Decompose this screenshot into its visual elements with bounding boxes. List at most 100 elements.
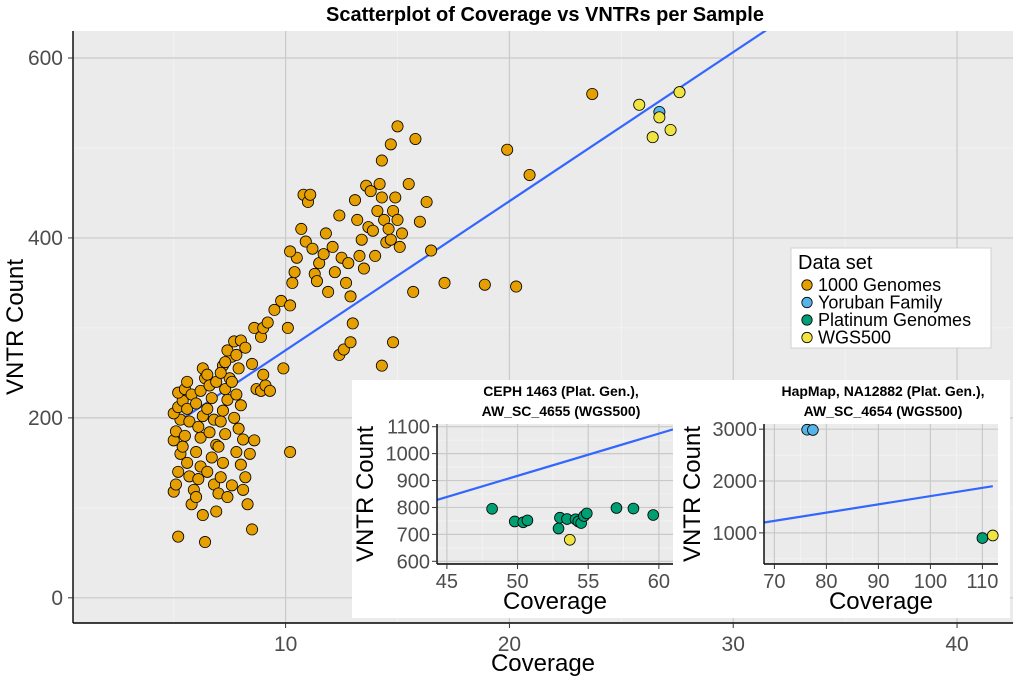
point-1000-genomes: [192, 420, 205, 433]
point-1000-genomes: [268, 303, 281, 316]
inset-2-title-line-2: AW_SC_4654 (WGS500): [804, 403, 963, 419]
point-wgs500: [564, 533, 576, 546]
point-platinum-genomes: [647, 509, 660, 521]
y-tick-label: 1000: [386, 444, 431, 466]
point-1000-genomes: [375, 154, 388, 167]
y-tick-label: 200: [28, 407, 63, 430]
point-1000-genomes: [214, 471, 227, 484]
point-1000-genomes: [284, 299, 297, 312]
point-1000-genomes: [375, 359, 388, 372]
point-1000-genomes: [586, 87, 599, 100]
point-1000-genomes: [232, 362, 245, 375]
point-1000-genomes: [230, 446, 243, 459]
point-1000-genomes: [216, 404, 229, 417]
point-platinum-genomes: [580, 507, 593, 520]
point-1000-genomes: [288, 266, 301, 279]
point-platinum-genomes: [976, 532, 989, 544]
point-1000-genomes: [317, 248, 330, 261]
point-1000-genomes: [230, 388, 243, 401]
point-1000-genomes: [234, 458, 247, 471]
point-1000-genomes: [178, 429, 191, 442]
point-1000-genomes: [284, 245, 297, 258]
point-1000-genomes: [306, 242, 319, 255]
y-axis-title: VNTR Count: [679, 426, 706, 562]
point-wgs500: [673, 86, 686, 99]
point-1000-genomes: [391, 213, 404, 226]
point-1000-genomes: [342, 257, 355, 270]
point-1000-genomes: [501, 143, 514, 156]
point-platinum-genomes: [627, 502, 640, 515]
point-1000-genomes: [364, 185, 377, 198]
point-1000-genomes: [375, 191, 388, 204]
point-wgs500: [664, 123, 677, 136]
point-1000-genomes: [172, 465, 185, 478]
point-1000-genomes: [340, 276, 353, 289]
x-tick-label: 100: [914, 571, 947, 593]
point-1000-genomes: [373, 177, 386, 190]
y-tick-label: 3000: [713, 419, 758, 441]
legend-label-platinum-genomes: Platinum Genomes: [818, 310, 971, 330]
point-1000-genomes: [382, 222, 395, 235]
x-tick-label: 80: [815, 571, 837, 593]
point-wgs500: [646, 131, 659, 144]
x-tick-label: 45: [436, 571, 458, 593]
inset-1-title-line-1: CEPH 1463 (Plat. Gen.),: [483, 383, 639, 399]
point-yoruban-family: [807, 424, 819, 436]
point-1000-genomes: [348, 194, 361, 207]
point-1000-genomes: [351, 213, 364, 226]
point-1000-genomes: [333, 209, 346, 222]
point-1000-genomes: [210, 505, 223, 518]
point-1000-genomes: [219, 428, 232, 441]
inset-1-plot: 45 50 55 60 600 700 800 900 1000 1100 Coverage VNTR…: [352, 417, 673, 615]
point-1000-genomes: [310, 275, 323, 288]
legend-label-yoruban-family: Yoruban Family: [818, 293, 942, 313]
y-tick-label: 600: [28, 47, 63, 70]
point-1000-genomes: [389, 191, 402, 204]
point-1000-genomes: [369, 249, 382, 262]
point-1000-genomes: [169, 478, 182, 491]
x-axis-title: Coverage: [491, 650, 595, 677]
point-1000-genomes: [344, 336, 357, 349]
point-1000-genomes: [176, 440, 189, 453]
point-1000-genomes: [402, 177, 415, 190]
point-1000-genomes: [326, 240, 339, 253]
y-tick-label: 2000: [713, 471, 758, 493]
point-1000-genomes: [384, 138, 397, 151]
point-1000-genomes: [243, 447, 256, 460]
point-platinum-genomes: [552, 522, 565, 535]
point-1000-genomes: [284, 446, 297, 459]
point-1000-genomes: [234, 399, 247, 412]
point-1000-genomes: [523, 168, 536, 181]
point-1000-genomes: [192, 473, 205, 486]
point-1000-genomes: [216, 456, 229, 469]
y-tick-label: 800: [397, 497, 430, 519]
point-wgs500: [633, 98, 646, 111]
point-1000-genomes: [263, 384, 276, 397]
point-1000-genomes: [413, 215, 426, 228]
point-1000-genomes: [346, 317, 359, 330]
x-tick-label: 10: [274, 633, 297, 656]
point-1000-genomes: [425, 244, 438, 257]
regression-line: [437, 428, 673, 501]
point-1000-genomes: [201, 402, 214, 415]
point-1000-genomes: [172, 530, 185, 543]
point-1000-genomes: [201, 368, 214, 381]
inset-ceph-1463: CEPH 1463 (Plat. Gen.), AW_SC_4655 (WGS5…: [352, 383, 673, 615]
point-1000-genomes: [328, 266, 341, 279]
inset-1-title-line-2: AW_SC_4655 (WGS500): [482, 403, 641, 419]
x-tick-label: 55: [577, 571, 599, 593]
point-1000-genomes: [181, 402, 194, 415]
point-1000-genomes: [230, 348, 243, 361]
point-1000-genomes: [384, 233, 397, 246]
x-tick-label: 90: [867, 571, 889, 593]
x-tick-label: 60: [648, 571, 670, 593]
point-1000-genomes: [295, 222, 308, 235]
point-1000-genomes: [205, 451, 218, 464]
point-1000-genomes: [237, 433, 250, 446]
y-tick-label: 400: [28, 227, 63, 250]
point-1000-genomes: [201, 465, 214, 478]
point-1000-genomes: [225, 479, 238, 492]
point-wgs500: [653, 111, 666, 124]
